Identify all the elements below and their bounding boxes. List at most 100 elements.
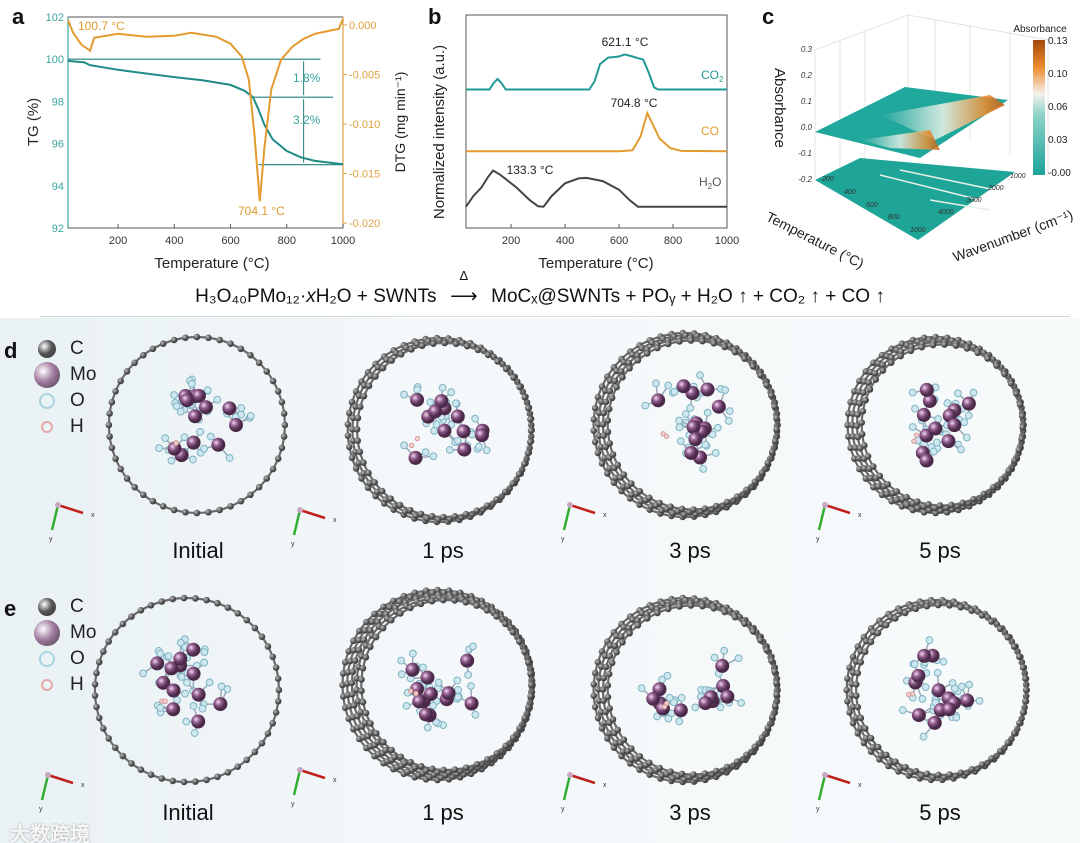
triad-origin [567, 772, 573, 778]
reaction-arrow: Δ ⟶ [442, 268, 486, 308]
carbon-atom [757, 371, 764, 379]
carbon-atom [137, 607, 145, 614]
carbon-atom [1010, 729, 1018, 737]
carbon-atom [613, 367, 620, 375]
carbon-atom [1022, 686, 1030, 694]
carbon-atom [902, 763, 909, 771]
carbon-atom [602, 398, 610, 406]
axis-triad: xy [561, 772, 607, 813]
carbon-atom [599, 686, 607, 693]
carbon-atom [701, 505, 709, 512]
legend-label: H [70, 674, 84, 695]
carbon-atom [847, 398, 854, 406]
oxygen-atom [172, 402, 181, 411]
carbon-atom [699, 602, 706, 610]
x-axis-letter: x [333, 517, 337, 524]
molybdenum-atom [156, 675, 171, 690]
carbon-atom [856, 400, 864, 407]
carbon-atom [595, 686, 602, 693]
oxygen-atom [464, 671, 473, 679]
carbon-atom [768, 713, 776, 721]
molybdenum-atom [198, 400, 213, 415]
carbon-atom [255, 483, 263, 491]
hydrogen-atom [408, 442, 415, 449]
carbon-atom [1018, 435, 1025, 443]
absorbance-peak-upper [880, 95, 1005, 140]
x-tick-label: 600 [610, 235, 628, 247]
carbon-atom [274, 388, 282, 395]
carbon-atom [401, 508, 409, 515]
carbon-atom [847, 444, 854, 452]
carbon-atom [417, 600, 425, 608]
carbon-atom [978, 761, 986, 768]
carbon-atom [349, 426, 356, 433]
carbon-atom [95, 658, 103, 666]
carbon-atom [638, 609, 646, 617]
oxygen-atom [482, 446, 491, 455]
oxygen-atom [183, 678, 191, 687]
divider [40, 316, 1070, 317]
temperature-axis-label: Temperature (°C) [764, 208, 867, 271]
oxygen-atom [434, 678, 443, 687]
carbon-atom [637, 762, 645, 770]
carbon-atom [862, 368, 870, 375]
carbon-atom [462, 764, 470, 771]
carbon-atom [108, 444, 116, 452]
oxygen-atom [675, 416, 683, 425]
molybdenum-atom [213, 697, 228, 712]
oxygen-atom [737, 698, 746, 707]
z-tick-label: 0.1 [801, 97, 812, 106]
carbon-atom [870, 483, 877, 491]
carbon-atom [854, 730, 862, 737]
equation-reactant-swnt: H₂O + SWNTs [315, 286, 437, 307]
carbon-atom [462, 510, 470, 518]
carbon-atom [180, 778, 188, 786]
z-tick-label: -0.2 [798, 175, 812, 184]
carbon-atom [462, 598, 470, 606]
carbon-atom [768, 392, 775, 399]
carbon-atom [131, 483, 138, 491]
carbon-atom [355, 636, 363, 644]
oxygen-atom [426, 398, 435, 407]
panel-label-b: b [428, 4, 442, 29]
carbon-atom [397, 753, 405, 761]
x-tick-label: 200 [502, 235, 520, 247]
plot-frame [465, 14, 728, 229]
carbon-atom [258, 633, 266, 641]
carbon-atom [502, 365, 510, 373]
carbon-atom [627, 745, 635, 752]
panel-label-c: c [762, 4, 775, 29]
oxygen-atom [181, 689, 189, 698]
carbon-atom [609, 716, 617, 723]
carbon-atom [903, 501, 911, 509]
x-axis-letter: x [91, 512, 95, 519]
carbon-atom [344, 668, 352, 676]
carbon-atom [473, 760, 481, 768]
carbon-atom [611, 642, 619, 650]
oxygen-atom [176, 407, 185, 416]
molybdenum-atom [916, 407, 931, 422]
carbon-atom [893, 496, 901, 504]
oxygen-atom [170, 391, 178, 399]
legend-label: Mo [70, 364, 97, 385]
carbon-atom [846, 664, 853, 671]
x-axis-letter: x [333, 777, 337, 784]
carbon-atom [149, 345, 157, 353]
carbon-atom [845, 433, 852, 440]
carbon-atom [214, 599, 221, 607]
molybdenum-atom [186, 642, 201, 657]
colorbar-tick-label: 0.13 [1048, 36, 1068, 47]
carbon-atom [524, 404, 532, 412]
carbon-atom [667, 503, 674, 510]
oxygen-atom [139, 669, 148, 678]
panel-label-d: d [4, 338, 18, 363]
carbon-atom [601, 387, 609, 395]
carbon-atom [401, 759, 408, 767]
triad-origin [297, 507, 303, 513]
molybdenum-atom [922, 393, 937, 408]
carbon-atom [350, 637, 357, 645]
carbon-atom [358, 676, 365, 683]
annotation-peak-704: 704.1 °C [238, 204, 285, 218]
reaction-equation: H₃O₄₀PMo₁₂·xH₂O + SWNTs Δ ⟶ MoCₓ@SWNTs + … [0, 268, 1080, 308]
carbon-atom [664, 340, 672, 348]
